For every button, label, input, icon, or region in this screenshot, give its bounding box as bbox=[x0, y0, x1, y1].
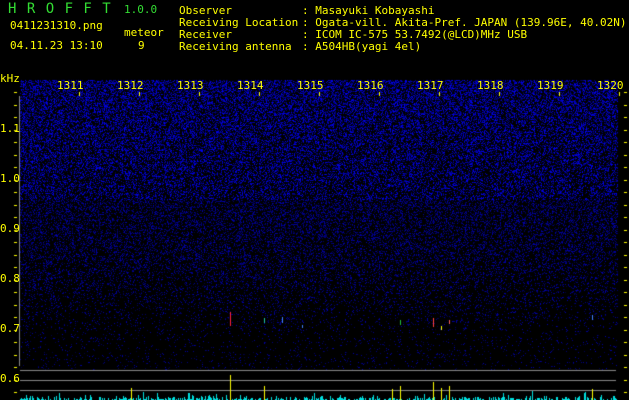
info-observer-value: : Masayuki Kobayashi bbox=[302, 4, 435, 17]
info-receiver-value: : ICOM IC-575 53.7492(@LCD)MHz USB bbox=[302, 28, 528, 41]
meteor-count: 9 bbox=[138, 39, 145, 52]
y-tick-label: 0.7 bbox=[0, 322, 20, 335]
x-tick-label: 1319 bbox=[537, 79, 564, 92]
x-tick-label: 1316 bbox=[357, 79, 384, 92]
info-location-value: : Ogata-vill. Akita-Pref. JAPAN (139.96E… bbox=[302, 16, 627, 29]
x-tick-label: 1311 bbox=[57, 79, 84, 92]
x-tick-label: 1314 bbox=[237, 79, 264, 92]
datetime: 04.11.23 13:10 bbox=[10, 39, 103, 52]
filename: 0411231310.png bbox=[10, 19, 103, 32]
info-receiver-label: Receiver bbox=[179, 28, 232, 41]
x-tick-label: 1315 bbox=[297, 79, 324, 92]
y-tick-label: 0.8 bbox=[0, 272, 20, 285]
x-tick-label: 1318 bbox=[477, 79, 504, 92]
x-tick-label: 1317 bbox=[417, 79, 444, 92]
y-tick-label: 0.9 bbox=[0, 222, 20, 235]
info-observer-label: Observer bbox=[179, 4, 232, 17]
axis-unit: kHz bbox=[0, 72, 20, 85]
x-tick-label: 1313 bbox=[177, 79, 204, 92]
y-tick-label: 0.6 bbox=[0, 372, 20, 385]
x-tick-label: 1320 bbox=[597, 79, 624, 92]
info-location-label: Receiving Location bbox=[179, 16, 299, 29]
app-version: 1.0.0 bbox=[124, 3, 158, 16]
info-antenna-value: : A504HB(yagi 4el) bbox=[302, 40, 422, 53]
x-tick-label: 1312 bbox=[117, 79, 144, 92]
app-title: H R O F F T bbox=[8, 1, 112, 17]
y-tick-label: 1.1 bbox=[0, 122, 20, 135]
info-antenna-label: Receiving antenna bbox=[179, 40, 292, 53]
y-tick-label: 1.0 bbox=[0, 172, 20, 185]
meteor-label: meteor bbox=[124, 26, 164, 39]
